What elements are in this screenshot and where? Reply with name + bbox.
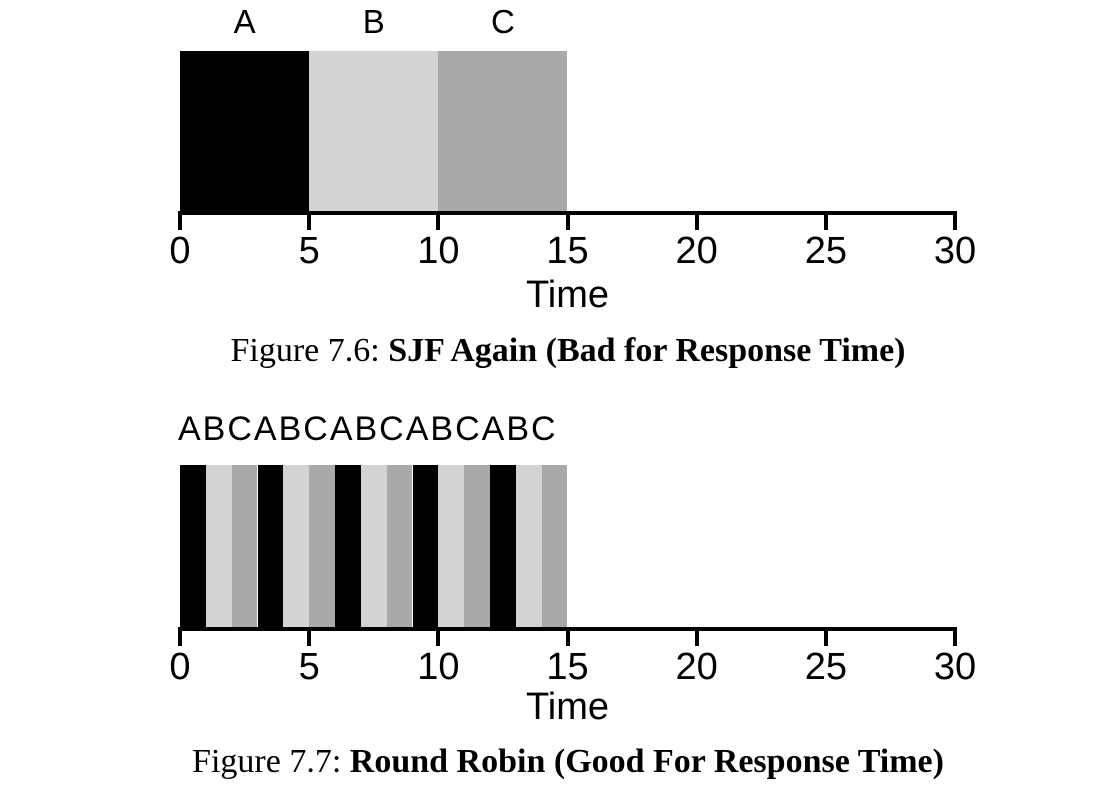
x-axis-line bbox=[178, 211, 957, 215]
job-bar-c bbox=[231, 465, 258, 627]
job-bar-c bbox=[386, 465, 413, 627]
x-axis-tick-label: 15 bbox=[546, 230, 589, 272]
x-axis-tick bbox=[953, 630, 957, 646]
figure-7-7-caption: Figure 7.7: Round Robin (Good For Respon… bbox=[18, 742, 1118, 781]
x-axis-tick bbox=[307, 630, 312, 646]
job-bar-b bbox=[515, 465, 542, 627]
job-bar-a bbox=[180, 465, 206, 627]
job-bar-b bbox=[438, 465, 465, 627]
x-axis-tick bbox=[565, 214, 570, 230]
x-axis-tick bbox=[823, 214, 828, 230]
job-label-a: A bbox=[233, 3, 256, 40]
job-label-c: C bbox=[490, 3, 515, 40]
x-axis-tick bbox=[823, 630, 828, 646]
x-axis-tick-label: 25 bbox=[804, 230, 847, 272]
round-robin-xaxis-title: Time bbox=[525, 686, 610, 728]
x-axis-tick-label: 30 bbox=[933, 646, 977, 688]
x-axis-tick-label: 30 bbox=[933, 230, 977, 272]
job-bar-a bbox=[257, 465, 284, 627]
job-bar-c bbox=[541, 465, 568, 627]
sjf-xaxis-title: Time bbox=[525, 274, 610, 316]
x-axis-tick bbox=[436, 630, 441, 646]
figure-7-6-caption: Figure 7.6: SJF Again (Bad for Response … bbox=[18, 331, 1118, 370]
figure-7-6-caption-title: SJF Again (Bad for Response Time) bbox=[388, 332, 906, 369]
x-axis-tick bbox=[178, 630, 182, 646]
job-bar-a bbox=[335, 465, 361, 627]
job-bar-c bbox=[309, 465, 335, 627]
figure-7-7-caption-prefix: Figure 7.7: bbox=[192, 743, 350, 780]
x-axis-tick-label: 25 bbox=[804, 646, 847, 688]
job-bar-b bbox=[309, 51, 439, 211]
figure-7-7-caption-title: Round Robin (Good For Response Time) bbox=[349, 743, 944, 780]
job-bar-b bbox=[205, 465, 232, 627]
round-robin-sequence-label: ABCABCABCABCABC bbox=[178, 410, 558, 448]
job-bar-a bbox=[490, 465, 516, 627]
x-axis-tick bbox=[953, 214, 957, 230]
x-axis-tick bbox=[436, 214, 441, 230]
x-axis-line bbox=[178, 627, 957, 631]
x-axis-tick bbox=[307, 214, 312, 230]
x-axis-tick-label: 15 bbox=[546, 646, 589, 688]
x-axis-tick-label: 20 bbox=[675, 646, 718, 688]
x-axis-tick-label: 20 bbox=[675, 230, 718, 272]
x-axis-tick-label: 5 bbox=[298, 230, 320, 272]
job-bar-b bbox=[283, 465, 310, 627]
x-axis-tick bbox=[178, 214, 182, 230]
x-axis-tick-label: 10 bbox=[417, 230, 460, 272]
x-axis-tick bbox=[565, 630, 570, 646]
figure-7-6-caption-prefix: Figure 7.6: bbox=[230, 332, 389, 369]
job-bar-c bbox=[438, 51, 568, 211]
job-label-b: B bbox=[362, 3, 385, 40]
x-axis-tick bbox=[694, 630, 699, 646]
job-bar-c bbox=[464, 465, 490, 627]
x-axis-tick-label: 10 bbox=[417, 646, 460, 688]
x-axis-tick bbox=[694, 214, 699, 230]
job-bar-a bbox=[412, 465, 439, 627]
x-axis-tick-label: 0 bbox=[169, 646, 191, 688]
x-axis-tick-label: 5 bbox=[298, 646, 320, 688]
job-bar-a bbox=[180, 51, 310, 211]
job-bar-b bbox=[360, 465, 387, 627]
x-axis-tick-label: 0 bbox=[169, 230, 191, 272]
